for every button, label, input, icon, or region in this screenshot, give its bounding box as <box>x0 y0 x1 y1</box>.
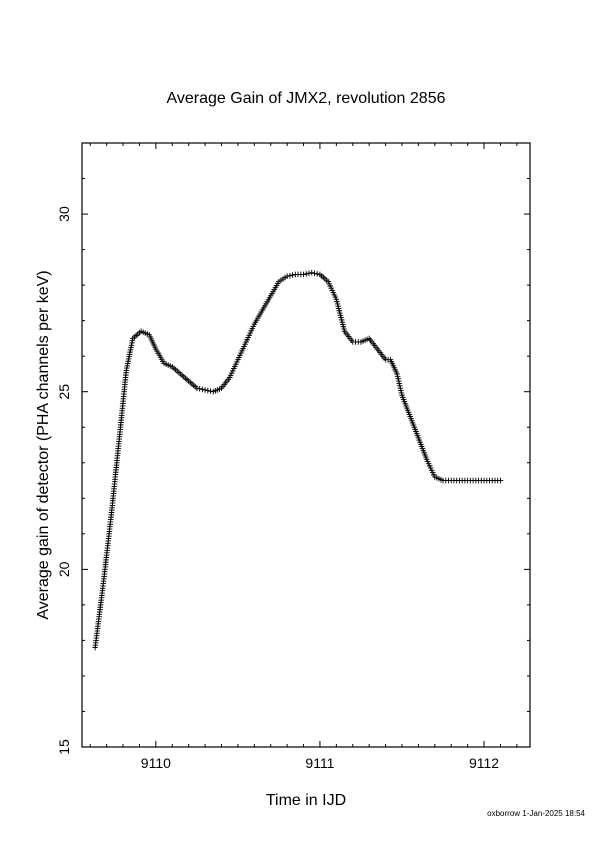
data-point <box>284 273 290 280</box>
y-tick-label: 30 <box>56 206 72 222</box>
data-point <box>397 382 403 389</box>
x-tick-label: 9110 <box>141 755 171 771</box>
data-point <box>199 386 206 393</box>
data-point <box>311 270 318 277</box>
data-point <box>202 387 208 393</box>
data-point <box>398 387 404 394</box>
x-axis-label: Time in IJD <box>266 792 346 809</box>
data-point <box>287 272 293 279</box>
data-points <box>92 269 504 651</box>
x-axis-ticks: 9110 9111 9112 <box>89 143 518 771</box>
data-point <box>497 477 504 484</box>
plot-frame <box>81 142 531 748</box>
data-point <box>394 373 401 380</box>
data-point <box>394 371 400 377</box>
chart-title: Average Gain of JMX2, revolution 2856 <box>167 90 446 107</box>
y-axis-label: Average gain of detector (PHA channels p… <box>35 270 52 619</box>
data-point <box>289 272 296 278</box>
data-point <box>395 378 402 384</box>
data-point <box>207 388 214 394</box>
data-point <box>194 385 200 391</box>
data-point <box>205 387 211 394</box>
data-point <box>398 390 405 396</box>
y-tick-label: 25 <box>56 384 72 400</box>
data-point <box>303 271 310 277</box>
data-point <box>397 385 404 391</box>
data-point <box>300 271 307 278</box>
x-tick-label: 9112 <box>469 755 499 771</box>
data-point <box>308 269 315 276</box>
data-point <box>314 271 321 277</box>
data-point <box>196 385 203 392</box>
footer-credit: oxborrow 1-Jan-2025 18:54 <box>487 809 585 818</box>
data-point <box>306 270 312 277</box>
x-tick-label: 9111 <box>305 755 334 771</box>
y-tick-label: 15 <box>56 739 72 755</box>
y-tick-label: 20 <box>56 561 72 577</box>
data-point <box>396 380 403 387</box>
data-point <box>395 375 401 382</box>
y-axis-ticks: 15 20 25 30 <box>56 142 530 755</box>
